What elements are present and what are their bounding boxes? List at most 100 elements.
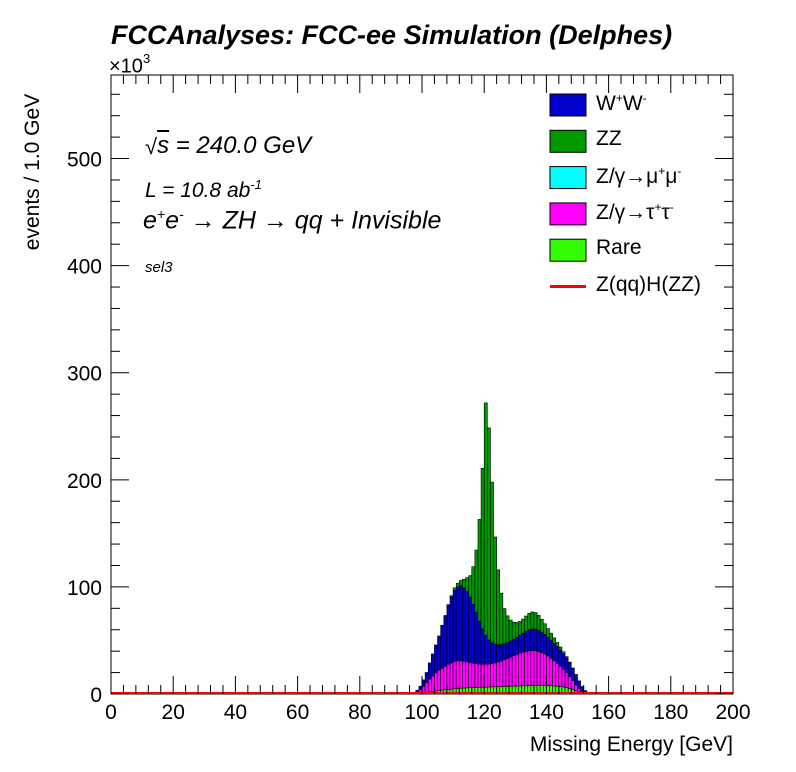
bar-w-w--145 xyxy=(561,653,566,670)
bar-w-w--134 xyxy=(527,629,532,652)
bar-z--134 xyxy=(527,650,532,686)
legend-label-zmumu: Z/γ→μ+μ- xyxy=(596,163,682,188)
bar-z--131 xyxy=(518,652,522,687)
y-tick-label: 500 xyxy=(67,149,102,172)
bar-w-w--127 xyxy=(505,642,510,659)
bar-z--145 xyxy=(561,668,566,688)
bar-zz-122 xyxy=(490,481,494,644)
bar-zz-114 xyxy=(465,577,469,592)
bar-zz-115 xyxy=(468,575,473,598)
bar-zz-128 xyxy=(508,619,513,642)
bar-w-w--120 xyxy=(483,635,488,665)
bar-w-w--146 xyxy=(564,657,569,673)
bar-w-w--114 xyxy=(465,591,469,663)
bar-zz-127 xyxy=(505,615,510,643)
bar-w-w--131 xyxy=(518,635,522,654)
bar-zz-119 xyxy=(480,467,485,630)
bar-w-w--149 xyxy=(574,674,578,686)
bar-w-w--138 xyxy=(539,631,544,653)
bar-z--110 xyxy=(452,661,457,690)
bar-z--128 xyxy=(508,656,513,687)
bar-w-w--113 xyxy=(462,587,466,662)
bar-w-w--133 xyxy=(524,631,529,652)
bar-z--125 xyxy=(499,660,504,687)
bar-w-w--124 xyxy=(496,644,501,663)
bar-z--149 xyxy=(574,684,578,692)
selection-annotation: sel3 xyxy=(145,259,173,276)
bar-zz-117 xyxy=(474,549,479,613)
bar-w-w--110 xyxy=(452,589,457,662)
bar-w-w--104 xyxy=(434,644,438,674)
y-multiplier-base: ×10 xyxy=(109,55,143,78)
bar-w-w--109 xyxy=(449,596,454,664)
bar-w-w--103 xyxy=(431,653,435,677)
bar-w-w--143 xyxy=(555,646,560,664)
sqrt-radicand: s xyxy=(157,132,170,159)
y-tick-label: 300 xyxy=(67,363,102,386)
bar-zz-123 xyxy=(493,536,497,645)
bar-w-w--132 xyxy=(521,633,525,653)
bar-w-w--140 xyxy=(546,636,550,657)
legend-marker-zz xyxy=(549,129,587,153)
luminosity-annotation: L = 10.8 ab-1 xyxy=(145,177,262,203)
bar-z--146 xyxy=(564,672,569,688)
bar-z--135 xyxy=(530,650,535,686)
bar-zz-140 xyxy=(546,628,550,638)
bar-zz-124 xyxy=(496,569,501,646)
bar-z--129 xyxy=(511,655,516,687)
legend-marker-zmumu xyxy=(549,166,587,190)
bar-z--144 xyxy=(558,665,563,687)
bar-w-w--144 xyxy=(558,649,563,667)
bar-z--142 xyxy=(552,660,557,687)
bar-zz-145 xyxy=(561,651,566,655)
bar-zz-120 xyxy=(483,402,488,636)
stacked-histogram xyxy=(412,402,591,695)
bar-w-w--98 xyxy=(415,689,420,693)
y-tick-label: 400 xyxy=(67,256,102,279)
bar-z--122 xyxy=(490,663,494,688)
bar-z--114 xyxy=(465,661,469,689)
y-tick-label: 0 xyxy=(90,684,102,707)
x-tick-label: 100 xyxy=(404,701,439,724)
bar-w-w--128 xyxy=(508,640,513,658)
bar-w-w--101 xyxy=(424,672,429,683)
bar-zz-132 xyxy=(521,618,525,634)
chart-title: FCCAnalyses: FCC-ee Simulation (Delphes) xyxy=(111,20,673,50)
y-axis-label: events / 1.0 GeV xyxy=(21,93,44,251)
legend-label-zz: ZZ xyxy=(596,127,622,151)
bar-w-w--130 xyxy=(514,637,519,655)
bar-z--106 xyxy=(440,667,445,691)
bar-z--126 xyxy=(502,659,507,687)
bar-z--141 xyxy=(549,657,553,686)
axes: 0 20 40 60 80 100 120 140 160 180 200 0 100 200 300 400… xyxy=(67,75,751,724)
bar-w-w--129 xyxy=(511,638,516,656)
x-tick-label: 200 xyxy=(715,701,750,724)
bar-z--101 xyxy=(424,682,429,693)
bar-zz-143 xyxy=(555,642,560,647)
bar-w-w--115 xyxy=(468,596,473,663)
bar-zz-111 xyxy=(455,582,460,588)
bar-zz-110 xyxy=(452,587,457,591)
bar-z--102 xyxy=(427,678,432,693)
bar-z--132 xyxy=(521,651,525,687)
x-tick-label: 140 xyxy=(529,701,564,724)
x-tick-label: 20 xyxy=(162,701,185,724)
bar-zz-144 xyxy=(558,646,563,651)
bar-zz-125 xyxy=(499,592,504,645)
bar-w-w--116 xyxy=(471,603,476,664)
legend-label-rare: Rare xyxy=(596,236,642,260)
process-annotation: e+e- → ZH → qq + Invisible xyxy=(143,206,442,235)
bar-z--127 xyxy=(505,658,510,687)
bar-zz-133 xyxy=(524,615,529,632)
bar-zz-138 xyxy=(539,619,544,633)
x-tick-label: 0 xyxy=(105,701,117,724)
bar-w-w--125 xyxy=(499,644,504,662)
bar-zz-139 xyxy=(542,623,547,635)
x-tick-label: 60 xyxy=(286,701,309,724)
bar-z--138 xyxy=(539,652,544,686)
bar-w-w--105 xyxy=(437,635,441,671)
bar-z--112 xyxy=(459,660,463,689)
sqrt-s-annotation: √s = 240.0 GeV xyxy=(145,132,311,160)
bar-z--111 xyxy=(455,660,460,689)
